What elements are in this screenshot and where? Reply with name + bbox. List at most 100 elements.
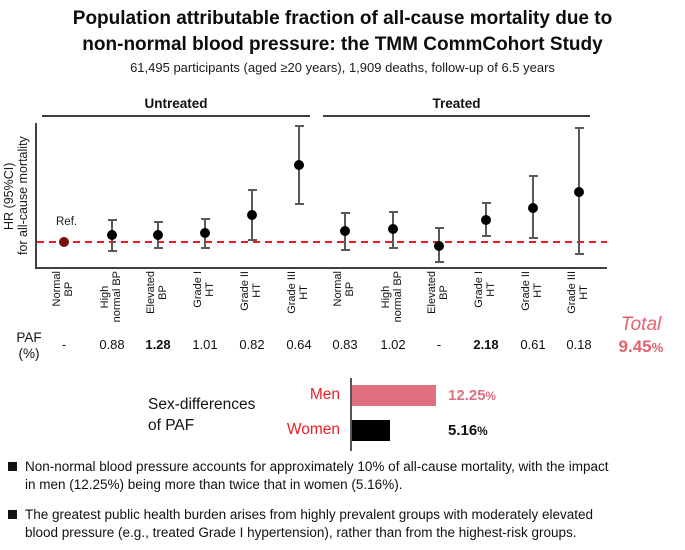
paf-value-9: 2.18 (473, 337, 499, 352)
group-header-label-treated: Treated (432, 96, 481, 111)
paf-value-8: - (436, 337, 442, 352)
ci-cap-bottom-1 (107, 250, 117, 252)
bullet-square-icon (8, 510, 17, 519)
key-finding-2: The greatest public health burden arises… (8, 506, 678, 541)
y-axis-label-line-2: for all-cause mortality (16, 136, 30, 256)
paf-value-1: 0.88 (99, 337, 125, 352)
figure-subtitle: 61,495 participants (aged ≥20 years), 1,… (130, 60, 555, 75)
category-label-1: High normal BP (99, 271, 123, 323)
ci-cap-bottom-2 (153, 247, 163, 249)
hr-point-5 (294, 160, 304, 170)
paf-value-3: 1.01 (192, 337, 218, 352)
paf-value-4: 0.82 (239, 337, 265, 352)
ci-cap-bottom-8 (434, 261, 444, 263)
paf-value-11: 0.18 (566, 337, 592, 352)
ci-cap-bottom-4 (247, 239, 257, 241)
hr-point-8 (434, 241, 444, 251)
key-finding-text-1: Non-normal blood pressure accounts for a… (25, 458, 609, 493)
ci-cap-top-7 (388, 211, 398, 213)
total-paf-number: 9.45 (618, 337, 652, 356)
hr-point-7 (388, 224, 398, 234)
y-axis-label: HR (95%CI) for all-cause mortality (2, 123, 30, 269)
key-finding-2-line-2: blood pressure (e.g., treated Grade I hy… (25, 524, 577, 540)
ci-cap-top-1 (107, 219, 117, 221)
category-label-11: Grade III HT (566, 271, 590, 314)
hr-point-4 (247, 210, 257, 220)
category-label-8: Elevated BP (426, 271, 450, 314)
paf-value-10: 0.61 (520, 337, 546, 352)
category-label-9: Grade I HT (473, 271, 497, 308)
key-finding-1: Non-normal blood pressure accounts for a… (8, 458, 678, 493)
ci-cap-bottom-7 (388, 247, 398, 249)
category-label-0: Normal BP (51, 271, 75, 307)
hr-point-2 (153, 230, 163, 240)
bar-value-percent-sign: % (485, 390, 496, 403)
bar-label-women: Women (286, 421, 340, 438)
ci-cap-top-3 (200, 218, 210, 220)
category-label-5: Grade III HT (286, 271, 310, 314)
ci-cap-top-10 (528, 175, 538, 177)
title-line-1: Population attributable fraction of all-… (72, 8, 613, 29)
bar-label-men: Men (309, 386, 340, 403)
category-label-2: Elevated BP (145, 271, 169, 314)
key-finding-text-2: The greatest public health burden arises… (25, 506, 593, 541)
bar-men (352, 385, 436, 406)
paf-value-5: 0.64 (286, 337, 312, 352)
paf-value-7: 1.02 (380, 337, 406, 352)
paf-row-label: PAF (%) (6, 330, 52, 362)
reference-point (59, 237, 69, 247)
total-paf-value: 9.45% (601, 337, 681, 358)
key-finding-1-line-2: in men (12.25%) being more than twice th… (25, 476, 403, 492)
category-label-10: Grade II HT (520, 271, 544, 311)
paf-row-label-line-1: PAF (16, 330, 42, 345)
sex-differences-label-line-1: Sex-differences (148, 396, 256, 413)
hr-point-6 (340, 226, 350, 236)
figure-title: Population attributable fraction of all-… (0, 6, 685, 58)
reference-dashed-line (37, 241, 607, 243)
paf-value-6: 0.83 (332, 337, 358, 352)
bar-value-percent-sign: % (477, 425, 488, 438)
bar-value-men: 12.25% (448, 387, 496, 404)
hr-point-3 (200, 228, 210, 238)
bar-value-number: 12.25 (448, 387, 486, 404)
key-finding-2-line-1: The greatest public health burden arises… (25, 507, 594, 522)
paf-value-2: 1.28 (145, 337, 171, 352)
y-axis-line (35, 123, 37, 269)
ci-cap-top-8 (434, 227, 444, 229)
paf-value-0: - (61, 337, 67, 352)
sex-differences-label: Sex-differences of PAF (148, 394, 255, 436)
reference-annotation: Ref. (56, 216, 78, 228)
hr-point-9 (481, 215, 491, 225)
key-finding-1-line-1: Non-normal blood pressure accounts for a… (25, 459, 609, 474)
total-paf-percent-sign: % (651, 340, 664, 355)
x-axis-line (35, 267, 607, 269)
ci-cap-top-2 (153, 221, 163, 223)
ci-cap-bottom-11 (574, 253, 584, 255)
ci-cap-top-5 (294, 125, 304, 127)
ci-cap-top-11 (574, 127, 584, 129)
bar-chart-axis-line (350, 378, 352, 451)
ci-cap-top-4 (247, 189, 257, 191)
category-label-4: Grade II HT (239, 271, 263, 311)
group-header-label-untreated: Untreated (144, 96, 208, 111)
bar-women (352, 420, 390, 441)
paf-row-label-line-2: (%) (18, 346, 40, 361)
ci-cap-top-9 (481, 202, 491, 204)
hr-point-10 (528, 203, 538, 213)
ci-cap-bottom-9 (481, 235, 491, 237)
ci-cap-bottom-5 (294, 203, 304, 205)
group-header-line-untreated (42, 115, 310, 117)
ci-cap-bottom-6 (340, 249, 350, 251)
title-line-2: non-normal blood pressure: the TMM CommC… (82, 34, 603, 55)
ci-cap-bottom-10 (528, 237, 538, 239)
category-label-6: Normal BP (332, 271, 356, 307)
category-label-7: High normal BP (380, 271, 404, 323)
key-findings: Non-normal blood pressure accounts for a… (8, 458, 678, 550)
bar-value-number: 5.16 (448, 422, 478, 439)
hr-point-1 (107, 230, 117, 240)
y-axis-label-line-1: HR (95%CI) (2, 162, 16, 230)
total-paf: Total 9.45% (601, 313, 681, 358)
ci-cap-bottom-3 (200, 247, 210, 249)
group-header-line-treated (323, 115, 590, 117)
